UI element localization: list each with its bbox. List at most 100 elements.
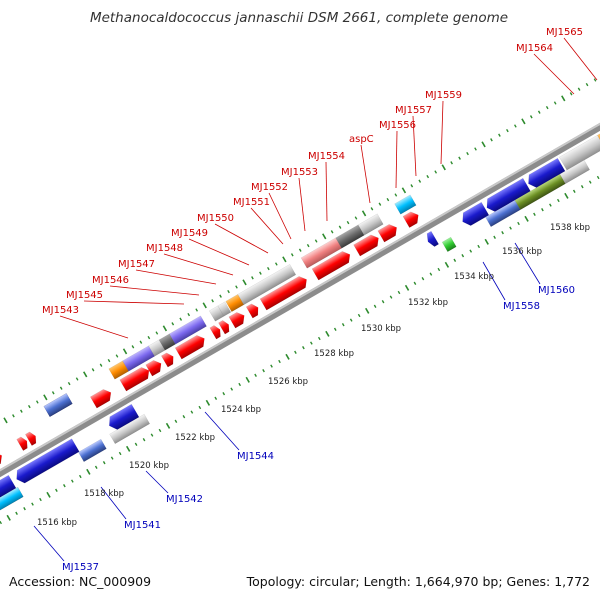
reverse-gene[interactable] <box>559 134 600 171</box>
forward-gene[interactable] <box>25 430 38 446</box>
gene-label-forward[interactable]: MJ1556 <box>379 120 416 131</box>
ruler-tick <box>429 272 433 276</box>
ruler-tick <box>238 382 242 387</box>
forward-gene[interactable] <box>174 333 207 360</box>
ruler-tick <box>91 368 95 372</box>
forward-gene[interactable] <box>209 324 223 340</box>
gene-label-reverse[interactable]: MJ1541 <box>124 520 161 531</box>
gene-label-forward[interactable]: MJ1553 <box>281 167 318 178</box>
gene-label-forward[interactable]: MJ1552 <box>251 182 288 193</box>
ruler-tick <box>357 313 361 318</box>
gene-label-forward[interactable]: MJ1548 <box>146 243 183 254</box>
ruler-tick <box>158 428 162 433</box>
gene-label-forward[interactable]: aspC <box>349 134 374 145</box>
reverse-gene[interactable] <box>424 230 439 248</box>
ruler-tick <box>67 381 71 386</box>
ruler-tick <box>541 208 544 212</box>
ruler-tick <box>43 394 48 401</box>
label-leader-line <box>563 37 598 81</box>
forward-gene[interactable] <box>43 393 73 417</box>
ruler-tick <box>506 128 509 133</box>
gene-label-reverse[interactable]: MJ1537 <box>62 562 99 573</box>
gene-label-forward[interactable]: MJ1545 <box>66 290 103 301</box>
label-leader-line <box>109 285 200 296</box>
reverse-gene[interactable] <box>106 403 140 432</box>
gene-label-reverse[interactable]: MJ1544 <box>237 451 274 462</box>
forward-gene[interactable] <box>245 302 261 319</box>
ruler-tick <box>557 198 560 203</box>
ruler-tick <box>533 212 536 216</box>
ruler-tick <box>325 330 330 337</box>
ruler-tick <box>529 115 533 119</box>
ruler-tick <box>373 304 377 308</box>
gene-label-forward[interactable]: MJ1557 <box>395 105 432 116</box>
gene-label-reverse[interactable]: MJ1542 <box>166 494 203 505</box>
forward-gene[interactable] <box>311 249 353 281</box>
ruler-tick <box>314 239 318 243</box>
ruler-tick <box>466 151 469 156</box>
forward-gene[interactable] <box>237 264 297 305</box>
reverse-gene[interactable] <box>525 157 566 190</box>
ruler-tick <box>15 511 18 515</box>
forward-gene[interactable] <box>161 351 176 368</box>
ruler-tick <box>501 231 504 235</box>
reverse-gene[interactable] <box>78 438 107 462</box>
forward-gene[interactable] <box>402 209 422 228</box>
reverse-gene[interactable] <box>13 438 80 486</box>
gene-label-forward[interactable]: MJ1564 <box>516 43 553 54</box>
ruler-tick <box>150 433 154 437</box>
reverse-gene[interactable] <box>0 474 17 503</box>
label-leader-line <box>204 411 240 451</box>
ruler-tick <box>86 468 91 475</box>
forward-gene[interactable] <box>228 310 248 329</box>
gene-label-forward[interactable]: MJ1565 <box>546 27 583 38</box>
forward-gene[interactable] <box>0 450 5 474</box>
reverse-gene[interactable] <box>559 159 590 184</box>
forward-gene[interactable] <box>394 194 417 215</box>
gene-label-forward[interactable]: MJ1543 <box>42 305 79 316</box>
ruler-tick <box>596 175 600 180</box>
ruler-tick <box>474 147 477 151</box>
gene-label-forward[interactable]: MJ1547 <box>118 259 155 270</box>
forward-gene[interactable] <box>353 232 382 257</box>
reverse-gene[interactable] <box>459 201 490 228</box>
gene-label-forward[interactable]: MJ1551 <box>233 197 270 208</box>
ruler-tick <box>142 438 146 442</box>
gene-label-forward[interactable]: MJ1550 <box>197 213 234 224</box>
forward-gene[interactable] <box>377 222 400 243</box>
ruler-tick <box>165 422 171 429</box>
forward-gene[interactable] <box>90 387 114 409</box>
forward-gene[interactable] <box>119 365 152 392</box>
forward-gene[interactable] <box>169 315 207 345</box>
reverse-gene[interactable] <box>0 486 24 513</box>
reverse-gene[interactable] <box>109 413 150 444</box>
ruler-tick <box>469 249 473 253</box>
forward-gene[interactable] <box>16 435 30 451</box>
ruler-tick <box>155 331 159 335</box>
ruler-tick <box>322 233 327 240</box>
forward-gene[interactable] <box>357 213 384 236</box>
gene-label-forward[interactable]: MJ1549 <box>171 228 208 239</box>
forward-gene[interactable] <box>145 358 165 377</box>
ruler-tick <box>580 185 584 189</box>
reverse-gene[interactable] <box>441 236 457 252</box>
gene-label-forward[interactable]: MJ1546 <box>92 275 129 286</box>
gene-label-reverse[interactable]: MJ1558 <box>503 301 540 312</box>
ruler-tick <box>174 419 178 423</box>
ruler-tick <box>262 369 265 373</box>
gene-label-reverse[interactable]: MJ1560 <box>538 285 575 296</box>
gene-label-forward[interactable]: MJ1559 <box>425 90 462 101</box>
reverse-gene[interactable] <box>483 177 531 214</box>
ruler-tick <box>102 461 106 465</box>
ruler-tick <box>585 82 589 87</box>
label-leader-line <box>514 242 541 285</box>
ruler-tick <box>126 445 131 452</box>
ruler-tick <box>484 238 489 245</box>
forward-gene[interactable] <box>217 301 232 317</box>
forward-gene[interactable] <box>218 319 231 335</box>
ruler-tick <box>99 363 103 367</box>
gene-label-forward[interactable]: MJ1554 <box>308 151 345 162</box>
ruler-tick <box>267 266 270 271</box>
scale-tick-label: 1536 kbp <box>502 247 542 257</box>
forward-gene[interactable] <box>259 274 310 311</box>
